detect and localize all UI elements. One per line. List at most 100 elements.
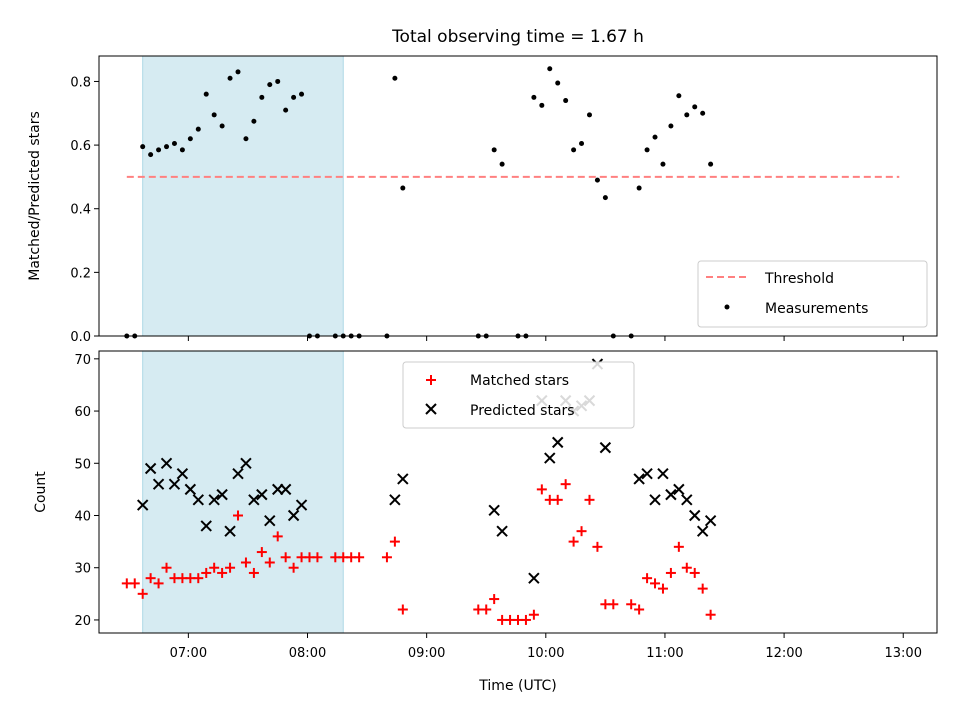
- bottom-x-ticks: 07:00 08:00 09:00 10:00 11:00 12:00 13:00: [170, 633, 922, 661]
- predicted-star-point: [216, 488, 228, 501]
- top-legend-box: [697, 260, 928, 328]
- measurement-point: [179, 147, 185, 153]
- legend-predicted-label: Predicted stars: [470, 403, 575, 419]
- matched-star-point: [584, 494, 595, 505]
- predicted-star-point: [397, 473, 409, 485]
- x-tick-label: 10:00: [527, 646, 564, 661]
- matched-star-point: [489, 594, 500, 605]
- matched-star-point: [137, 588, 148, 599]
- matched-star-point: [280, 552, 291, 563]
- top-panel: 0.00.20.40.60.8 Matched/Predicted stars …: [27, 55, 938, 345]
- matched-star-point: [642, 573, 653, 584]
- predicted-star-point: [544, 452, 556, 464]
- measurement-point: [211, 112, 217, 118]
- legend-matched-swatch: [426, 375, 436, 385]
- matched-star-point: [665, 567, 676, 578]
- matched-star-point: [129, 578, 140, 589]
- matched-star-point: [389, 536, 400, 547]
- predicted-star-point: [160, 457, 173, 469]
- matched-star-point: [225, 562, 236, 573]
- measurement-point: [700, 110, 706, 116]
- measurement-point: [547, 66, 553, 72]
- measurement-point: [571, 147, 577, 153]
- matched-star-point: [536, 484, 547, 495]
- predicted-star-point: [633, 473, 645, 485]
- predicted-stars-points: [136, 358, 717, 584]
- matched-star-point: [592, 541, 603, 552]
- matched-star-point: [288, 562, 299, 573]
- predicted-star-point: [657, 468, 669, 480]
- measurement-point: [684, 112, 690, 118]
- matched-star-point: [481, 604, 492, 615]
- bottom-axes-frame: [98, 350, 938, 634]
- measurement-point: [171, 141, 177, 146]
- measurement-point: [140, 144, 146, 150]
- predicted-star-point: [689, 509, 701, 522]
- matched-star-point: [209, 562, 220, 573]
- measurement-point: [491, 147, 497, 153]
- matched-star-point: [193, 573, 204, 584]
- measurement-point: [195, 126, 201, 132]
- y-tick-label: 30: [74, 562, 91, 577]
- measurement-point: [148, 152, 154, 158]
- y-tick-label: 0.4: [70, 203, 91, 218]
- x-tick-label: 13:00: [885, 646, 922, 661]
- top-axes-frame: [98, 55, 938, 337]
- legend-measurements-swatch: [724, 304, 730, 310]
- x-axis-label: Time (UTC): [478, 678, 556, 694]
- predicted-star-point: [673, 483, 685, 496]
- matched-star-point: [552, 494, 563, 505]
- predicted-star-point: [240, 457, 252, 469]
- bottom-y-ticks: 20 30 40 50 60 70: [74, 353, 99, 629]
- measurement-point: [555, 80, 561, 86]
- measurement-point: [660, 161, 666, 167]
- observing-span-rect: [142, 350, 344, 634]
- measurement-point: [579, 141, 585, 146]
- matched-star-point: [381, 552, 392, 563]
- matched-star-point: [560, 479, 571, 490]
- measurement-point: [602, 195, 608, 201]
- measurement-point: [267, 82, 273, 88]
- observing-span-top: [142, 55, 344, 337]
- bottom-y-axis-label: Count: [33, 471, 49, 513]
- legend-matched-label: Matched stars: [470, 373, 569, 389]
- measurement-point: [259, 94, 265, 100]
- matched-star-point: [673, 541, 684, 552]
- matched-star-point: [608, 599, 619, 610]
- y-tick-label: 50: [74, 457, 91, 472]
- y-tick-label: 60: [74, 405, 91, 420]
- predicted-star-point: [496, 525, 508, 537]
- predicted-star-point: [696, 525, 709, 537]
- measurement-point: [283, 107, 289, 113]
- measurement-point: [291, 94, 297, 100]
- matched-star-point: [272, 531, 283, 542]
- y-tick-label: 40: [74, 510, 91, 525]
- predicted-star-point: [176, 468, 189, 480]
- matched-star-point: [153, 578, 164, 589]
- predicted-star-point: [287, 509, 300, 522]
- matched-star-point: [576, 526, 587, 537]
- predicted-star-point: [192, 494, 204, 506]
- predicted-star-point: [248, 494, 260, 506]
- predicted-star-point: [256, 488, 268, 501]
- measurement-point: [203, 91, 209, 97]
- predicted-star-point: [599, 441, 612, 454]
- bottom-panel: 20 30 40 50 60 70 07:00 08:00 09:00 10:00 11:00 12…: [33, 350, 938, 694]
- predicted-star-point: [264, 515, 276, 527]
- predicted-star-point: [144, 462, 157, 475]
- matched-star-point: [705, 609, 716, 620]
- top-legend: Threshold Measurements: [697, 260, 928, 328]
- bottom-legend: Matched stars Predicted stars: [402, 361, 635, 429]
- predicted-star-point: [295, 499, 308, 511]
- predicted-star-point: [528, 572, 540, 584]
- legend-predicted-swatch: [425, 403, 437, 415]
- measurement-point: [499, 161, 505, 167]
- predicted-star-point: [184, 483, 197, 496]
- measurement-point: [586, 112, 592, 118]
- matched-star-point: [626, 599, 637, 610]
- matched-star-point: [568, 536, 579, 547]
- measurement-point: [164, 144, 170, 150]
- matched-star-point: [248, 567, 259, 578]
- matched-star-point: [217, 567, 228, 578]
- matched-star-point: [201, 567, 212, 578]
